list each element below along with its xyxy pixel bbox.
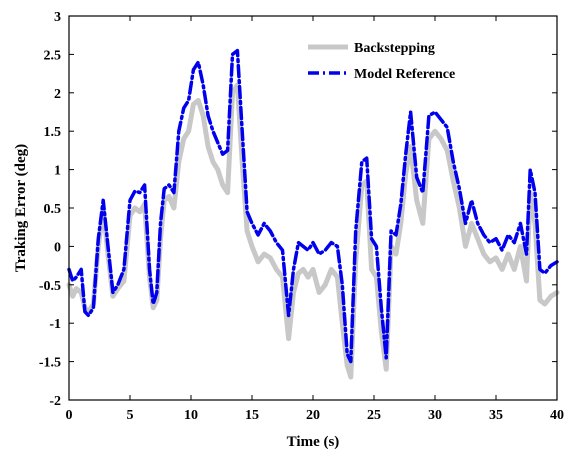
y-tick-label: 0 (54, 240, 61, 255)
x-tick-label: 35 (489, 408, 503, 423)
y-tick-label: -2 (49, 394, 61, 409)
x-tick-label: 15 (245, 408, 259, 423)
y-tick-label: -1.5 (39, 356, 61, 371)
x-tick-label: 5 (127, 408, 134, 423)
y-tick-label: 3 (54, 10, 61, 25)
y-tick-label: 2.5 (44, 48, 62, 63)
y-axis-label: Traking Error (deg) (13, 144, 29, 272)
y-tick-label: -0.5 (39, 279, 61, 294)
x-tick-label: 20 (306, 408, 320, 423)
x-tick-label: 0 (66, 408, 73, 423)
plot-lines (66, 48, 560, 380)
legend-label: Model Reference (354, 67, 455, 82)
legend-label: Backstepping (354, 41, 435, 56)
x-axis-label: Time (s) (287, 434, 340, 450)
x-tick-label: 25 (367, 408, 381, 423)
y-axis-ticks: -2 -1.5 -1 -0.5 0 0.5 1 1.5 2 2.5 3 (39, 10, 557, 409)
x-tick-label: 10 (184, 408, 198, 423)
x-tick-label: 40 (550, 408, 564, 423)
y-tick-label: 1.5 (44, 125, 62, 140)
y-tick-label: 1 (54, 164, 61, 179)
y-tick-label: 0.5 (44, 202, 62, 217)
y-tick-label: -1 (49, 317, 61, 332)
series-line-backstepping (66, 82, 560, 380)
legend: Backstepping Model Reference (308, 41, 455, 82)
x-tick-label: 30 (428, 408, 442, 423)
series-line-model-reference (67, 48, 559, 364)
y-tick-label: 2 (54, 87, 61, 102)
x-axis-ticks: 0 5 10 15 20 25 30 35 40 (66, 16, 564, 423)
